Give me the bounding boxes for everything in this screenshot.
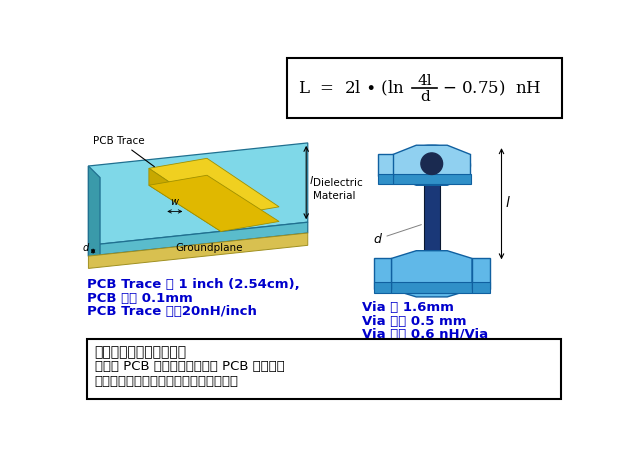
Text: Via 直径 0.5 mm: Via 直径 0.5 mm xyxy=(362,315,467,328)
Text: PCB Trace: PCB Trace xyxy=(93,135,154,167)
Text: Groundplane: Groundplane xyxy=(175,243,243,253)
Polygon shape xyxy=(149,169,221,231)
Polygon shape xyxy=(391,281,472,293)
Text: PCB Trace 约亇20nH/inch: PCB Trace 约亇20nH/inch xyxy=(87,305,257,318)
Polygon shape xyxy=(393,173,470,184)
Polygon shape xyxy=(472,258,490,289)
Text: 电源步版基本要点之七：: 电源步版基本要点之七： xyxy=(94,346,187,359)
Text: l: l xyxy=(505,196,510,210)
Polygon shape xyxy=(89,166,100,266)
Polygon shape xyxy=(391,251,472,297)
Text: $-$ 0.75)  nH: $-$ 0.75) nH xyxy=(442,79,541,98)
Polygon shape xyxy=(373,258,391,289)
Polygon shape xyxy=(89,233,308,269)
Polygon shape xyxy=(149,175,279,231)
Text: L  =  2l $\bullet$ (ln: L = 2l $\bullet$ (ln xyxy=(298,79,404,98)
Text: 要减小ＰＣＢ过孔的电感，放置多个过孔: 要减小ＰＣＢ过孔的电感，放置多个过孔 xyxy=(94,375,239,388)
Polygon shape xyxy=(472,281,490,293)
Polygon shape xyxy=(89,222,308,256)
Text: PCB 层厚 0.1mm: PCB 层厚 0.1mm xyxy=(87,292,192,304)
Circle shape xyxy=(421,153,442,174)
Text: PCB Trace 长 1 inch (2.54cm),: PCB Trace 长 1 inch (2.54cm), xyxy=(87,278,299,291)
Polygon shape xyxy=(377,173,393,184)
Bar xyxy=(287,58,562,118)
Text: d: d xyxy=(82,243,89,253)
Text: 4l: 4l xyxy=(417,74,432,88)
Text: w: w xyxy=(170,197,179,207)
Text: 要减小 PCB 走线的电感，减小 PCB 走线长度: 要减小 PCB 走线的电感，减小 PCB 走线长度 xyxy=(94,360,284,373)
Text: d: d xyxy=(420,90,430,104)
Bar xyxy=(424,184,439,262)
Bar xyxy=(87,339,561,400)
Text: Via 高 1.6mm: Via 高 1.6mm xyxy=(362,301,454,314)
Polygon shape xyxy=(149,158,279,217)
Polygon shape xyxy=(393,145,470,185)
Text: d: d xyxy=(373,225,422,246)
Text: Dielectric
Material: Dielectric Material xyxy=(313,178,363,201)
Ellipse shape xyxy=(393,145,470,185)
Text: Via 约为 0.6 nH/Via: Via 约为 0.6 nH/Via xyxy=(362,328,488,342)
Polygon shape xyxy=(373,281,391,293)
Text: l: l xyxy=(310,176,313,187)
Polygon shape xyxy=(89,143,308,246)
Polygon shape xyxy=(377,154,393,176)
